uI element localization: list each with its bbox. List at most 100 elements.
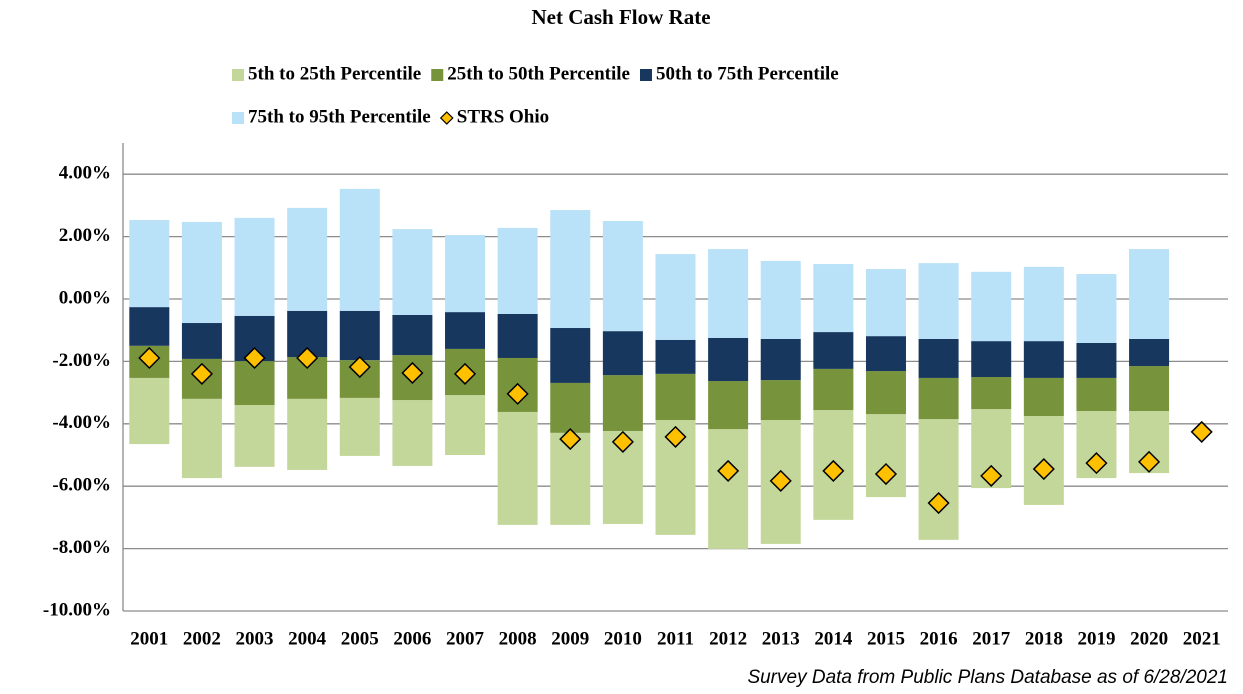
bar-segment — [339, 397, 380, 456]
legend-swatch — [232, 69, 244, 81]
bar-segment — [655, 254, 696, 340]
bar-segment — [497, 411, 538, 525]
bar-segment — [865, 336, 906, 372]
bar-segment — [550, 382, 591, 433]
y-tick-label: -6.00% — [52, 475, 111, 496]
bar-segment — [181, 221, 222, 324]
bar-segment — [550, 328, 591, 383]
bar-segment — [708, 249, 749, 338]
y-tick-label: -2.00% — [52, 350, 111, 371]
bar-segment — [181, 323, 222, 359]
marker — [506, 382, 529, 405]
bar-segment — [865, 269, 906, 337]
legend-label: 5th to 25th Percentile — [248, 63, 421, 84]
bar-segment — [971, 271, 1012, 342]
x-tick-label: 2001 — [130, 628, 168, 649]
bar-segment — [445, 395, 486, 455]
bar-segment — [445, 312, 486, 349]
marker — [874, 462, 898, 486]
bar-segment — [655, 373, 696, 421]
x-tick-label: 2016 — [920, 628, 958, 649]
bar-segment — [392, 314, 433, 356]
x-tick-label: 2018 — [1025, 628, 1063, 649]
bar-segment — [1129, 366, 1170, 412]
x-tick-label: 2011 — [657, 628, 694, 649]
marker — [822, 459, 845, 482]
x-tick-label: 2021 — [1183, 628, 1221, 649]
legend-label: 50th to 75th Percentile — [656, 63, 839, 84]
marker — [401, 361, 424, 385]
y-tick-label: -10.00% — [43, 599, 111, 620]
marker — [664, 425, 687, 448]
bar-segment — [129, 377, 170, 445]
legend-label: STRS Ohio — [457, 106, 549, 127]
bar-segment — [602, 331, 643, 376]
bar-segment — [918, 419, 959, 540]
bar-segment — [708, 381, 749, 430]
x-tick-label: 2013 — [762, 628, 800, 649]
marker — [243, 346, 266, 370]
legend-label: 75th to 95th Percentile — [248, 106, 431, 127]
marker — [1138, 450, 1161, 473]
x-tick-label: 2017 — [972, 628, 1011, 649]
legend-label: 25th to 50th Percentile — [447, 63, 630, 84]
bar-segment — [392, 229, 433, 315]
bar-segment — [865, 371, 906, 415]
marker — [769, 469, 792, 492]
marker — [611, 430, 634, 453]
x-tick-label: 2003 — [236, 628, 274, 649]
x-tick-label: 2015 — [867, 628, 905, 649]
bar-segment — [655, 339, 696, 374]
bar-segment — [392, 400, 433, 466]
bar-segment — [813, 264, 854, 333]
marker — [1032, 457, 1055, 481]
x-tick-label: 2005 — [341, 628, 379, 649]
marker — [296, 346, 319, 370]
legend-swatch — [232, 112, 244, 124]
y-tick-label: 2.00% — [59, 225, 111, 246]
x-tick-label: 2019 — [1077, 628, 1115, 649]
marker — [717, 459, 740, 482]
x-tick-label: 2008 — [499, 628, 537, 649]
bar-segment — [1129, 338, 1170, 367]
bar-segment — [287, 207, 328, 311]
bar-segment — [339, 188, 380, 311]
bar-segment — [918, 377, 959, 420]
source-note: Survey Data from Public Plans Database a… — [747, 667, 1228, 688]
x-tick-label: 2006 — [393, 628, 431, 649]
bar-segment — [708, 338, 749, 382]
x-tick-label: 2012 — [709, 628, 747, 649]
bar-segment — [918, 338, 959, 378]
y-tick-label: 4.00% — [59, 163, 111, 184]
x-tick-label: 2020 — [1130, 628, 1168, 649]
marker — [138, 346, 161, 370]
y-tick-label: 0.00% — [59, 287, 111, 308]
marker — [927, 491, 950, 515]
bar-segment — [971, 377, 1012, 410]
bar-segment — [1076, 274, 1117, 343]
bar-segment — [813, 332, 854, 369]
bar-segment — [234, 405, 275, 467]
legend-swatch — [439, 111, 454, 125]
marker — [453, 362, 477, 385]
bar-segment — [602, 375, 643, 431]
bar-segment — [918, 263, 959, 339]
bar-segment — [339, 310, 380, 361]
bar-segment — [129, 307, 170, 346]
marker — [559, 428, 582, 451]
marker — [190, 362, 213, 385]
marker — [980, 464, 1003, 487]
bar-segment — [602, 221, 643, 332]
bar-segment — [497, 313, 538, 358]
x-tick-label: 2004 — [288, 628, 327, 649]
bar-segment — [1076, 342, 1117, 378]
bar-segment — [1129, 249, 1170, 339]
marker — [348, 355, 371, 379]
bar-segment — [760, 338, 801, 381]
bar-segment — [1023, 341, 1064, 378]
bar-segment — [181, 398, 222, 479]
y-tick-label: -4.00% — [52, 412, 111, 433]
bar-segment — [708, 429, 749, 549]
x-tick-label: 2009 — [551, 628, 589, 649]
bar-segment — [445, 235, 486, 313]
